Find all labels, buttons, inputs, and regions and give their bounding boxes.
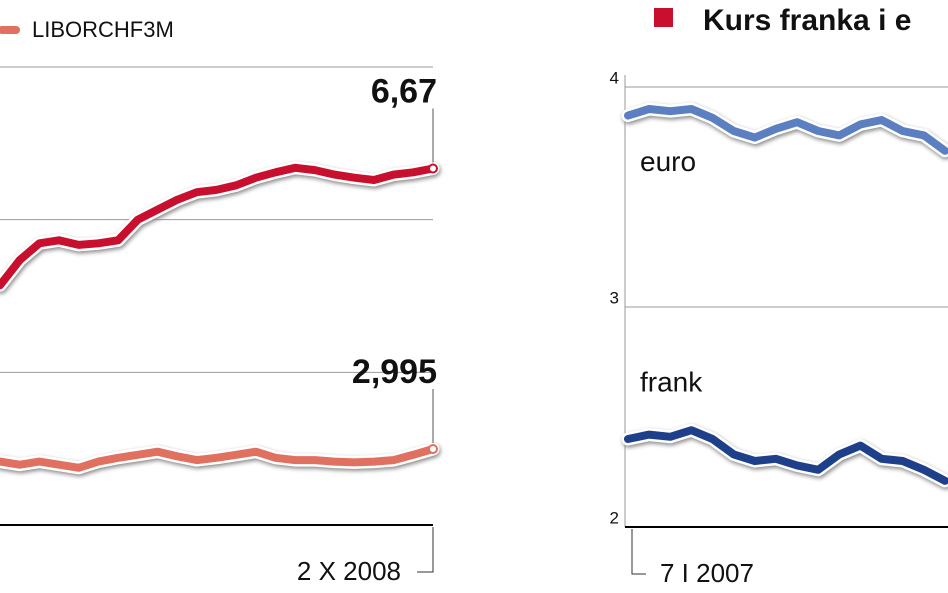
legend-label: LIBORCHF3M: [32, 17, 174, 42]
x-tick: [417, 527, 434, 573]
series-line: [0, 163, 437, 290]
series-line: [624, 105, 948, 155]
value-label: 2,995: [352, 353, 437, 391]
series-line: [0, 445, 437, 472]
x-tick: [631, 529, 646, 575]
y-tick-label: 2: [610, 508, 619, 527]
y-tick-label: 3: [610, 288, 619, 307]
x-tick-label: 7 I 2007: [660, 558, 754, 588]
value-label: 6,67: [371, 73, 437, 111]
end-point: [428, 444, 438, 455]
title-marker: [654, 8, 673, 27]
series-line: [624, 426, 948, 485]
y-tick-label: 4: [610, 68, 619, 87]
x-tick-label: 2 X 2008: [297, 556, 401, 586]
series-label: euro: [640, 146, 696, 177]
series-label: frank: [640, 366, 703, 397]
chart-title: Kurs franka i e: [703, 4, 911, 37]
end-point: [428, 163, 438, 174]
line-halo: [0, 161, 440, 292]
